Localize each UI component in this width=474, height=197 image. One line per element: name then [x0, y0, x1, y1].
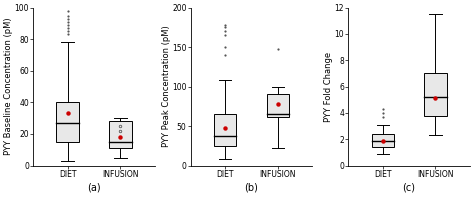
Y-axis label: PYY Peak Concentration (pM): PYY Peak Concentration (pM) [162, 26, 171, 148]
X-axis label: (a): (a) [87, 183, 101, 193]
Bar [424, 73, 447, 115]
X-axis label: (b): (b) [245, 183, 258, 193]
Y-axis label: PYY Baseline Concentration (pM): PYY Baseline Concentration (pM) [4, 18, 13, 155]
X-axis label: (c): (c) [402, 183, 416, 193]
Bar [372, 134, 394, 147]
Bar [267, 95, 289, 117]
Y-axis label: PYY Fold Change: PYY Fold Change [324, 52, 333, 122]
Bar [214, 114, 236, 146]
Bar [56, 102, 79, 142]
Bar [109, 121, 131, 148]
